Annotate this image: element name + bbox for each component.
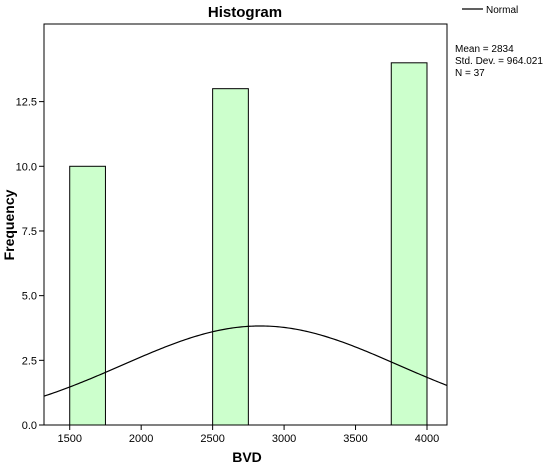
x-axis-label: BVD [232, 449, 262, 465]
legend: Normal [462, 5, 518, 16]
y-tick-label: 2.5 [22, 355, 37, 367]
x-tick-label: 3500 [343, 433, 367, 445]
normal-curve-group [43, 325, 448, 397]
stat-n: N = 37 [455, 68, 485, 79]
histogram-bar-0 [69, 165, 106, 426]
x-tick-label: 3000 [272, 433, 296, 445]
y-tick-label: 0.0 [22, 420, 37, 432]
stats-box: Mean = 2834 Std. Dev. = 964.021 N = 37 [455, 44, 543, 79]
x-tick-label: 2500 [200, 433, 224, 445]
legend-label: Normal [486, 5, 518, 16]
x-tick-label: 4000 [415, 433, 439, 445]
y-tick-label: 5.0 [22, 291, 37, 303]
y-axis-ticks: 0.0 2.5 5.0 7.5 10.0 12.5 [16, 97, 44, 432]
y-axis-label: Frequency [1, 189, 17, 260]
stat-mean: Mean = 2834 [455, 44, 514, 55]
normal-curve [43, 325, 448, 397]
stat-std-dev: Std. Dev. = 964.021 [455, 56, 543, 67]
bars [69, 62, 428, 426]
histogram-bar-1 [212, 88, 249, 426]
chart-title: Histogram [208, 4, 282, 21]
histogram-bar-2 [390, 62, 428, 426]
y-tick-label: 7.5 [22, 226, 37, 238]
x-tick-label: 1500 [57, 433, 81, 445]
y-tick-label: 12.5 [16, 97, 37, 109]
x-axis-ticks: 1500 2000 2500 3000 3500 4000 [57, 425, 439, 445]
y-tick-label: 10.0 [16, 161, 37, 173]
x-tick-label: 2000 [129, 433, 153, 445]
